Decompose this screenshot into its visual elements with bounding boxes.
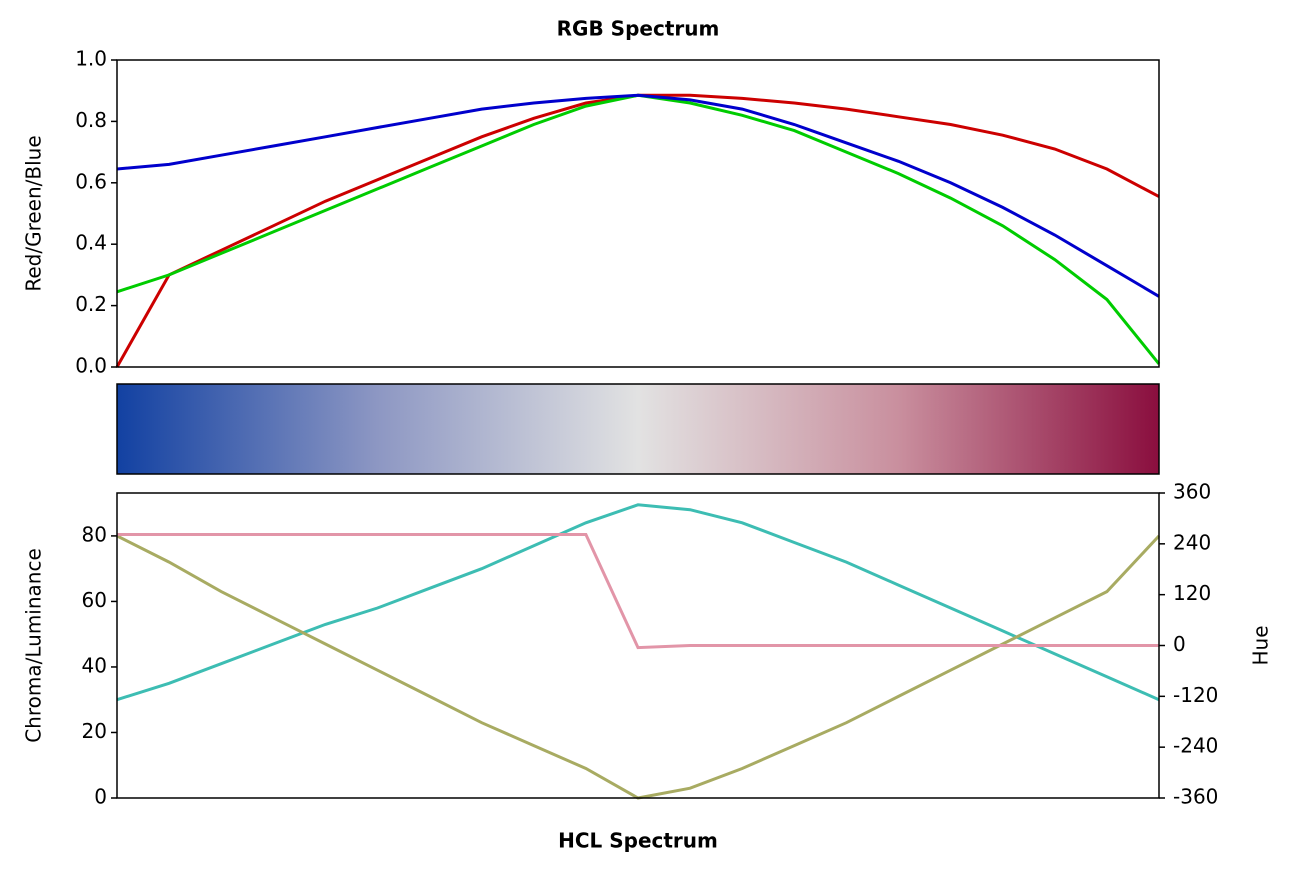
y-axis-label: Chroma/Luminance — [22, 548, 46, 743]
y2-tick-label: 240 — [1173, 530, 1211, 554]
y2-tick-label: 120 — [1173, 581, 1211, 605]
y-tick-label: 0.0 — [75, 354, 107, 378]
y2-axis-label: Hue — [1249, 625, 1273, 665]
y2-tick-label: 360 — [1173, 480, 1211, 504]
plot-frame — [116, 59, 1160, 368]
plot-frame — [116, 492, 1160, 799]
y-tick-label: 0.4 — [75, 231, 107, 255]
y-tick-label: 1.0 — [75, 47, 107, 71]
y-tick-label: 0 — [94, 785, 107, 809]
y-tick-label: 0.6 — [75, 169, 107, 193]
y-tick-label: 40 — [82, 653, 107, 677]
y-tick-label: 0.2 — [75, 292, 107, 316]
chart-title: RGB Spectrum — [557, 17, 720, 41]
y-axis-label: Red/Green/Blue — [22, 135, 46, 291]
y2-tick-label: 0 — [1173, 632, 1186, 656]
y-tick-label: 0.8 — [75, 108, 107, 132]
line-series — [117, 533, 1159, 650]
y2-tick-label: -120 — [1173, 683, 1218, 707]
colorbar — [116, 383, 1160, 475]
x-axis-label: HCL Spectrum — [558, 829, 718, 853]
y2-tick-label: -240 — [1173, 734, 1218, 758]
y-tick-label: 60 — [82, 588, 107, 612]
line-series — [116, 93, 1160, 298]
y-tick-label: 20 — [82, 719, 107, 743]
line-series — [116, 534, 1161, 800]
line-series — [116, 503, 1160, 702]
y2-tick-label: -360 — [1173, 785, 1218, 809]
y-tick-label: 80 — [82, 522, 107, 546]
